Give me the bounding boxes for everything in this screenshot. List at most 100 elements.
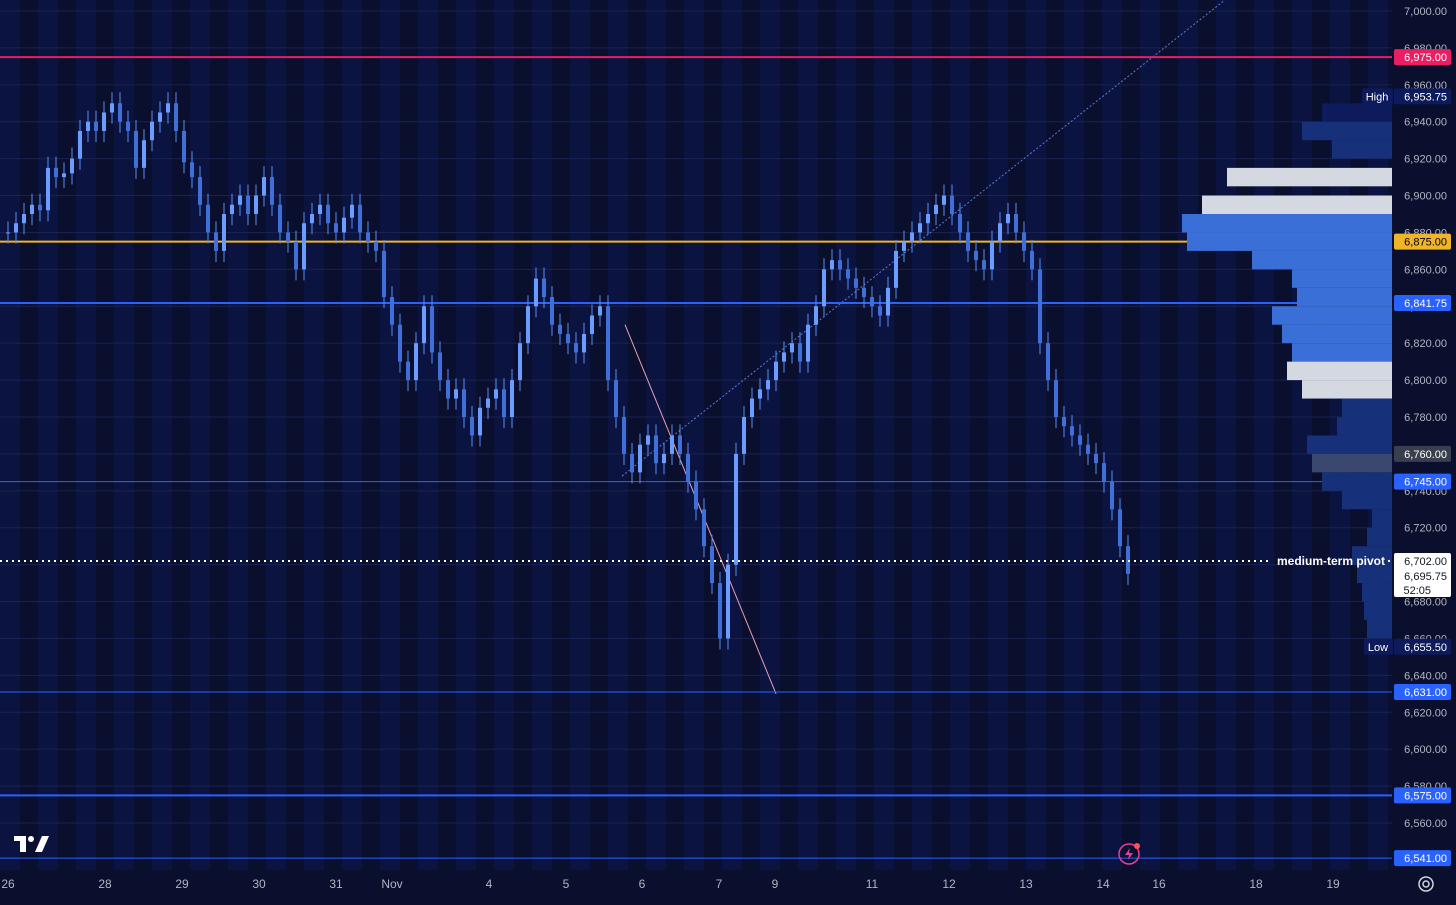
- candle-body: [70, 158, 74, 174]
- candle-body: [550, 297, 554, 325]
- session-band: [1254, 0, 1274, 870]
- candle-body: [598, 306, 602, 316]
- candle-body: [430, 306, 434, 353]
- candle-body: [518, 343, 522, 381]
- candle-body: [1014, 214, 1018, 233]
- candle-body: [582, 333, 586, 353]
- volume-profile-bar: [1227, 167, 1392, 187]
- candle-body: [998, 223, 1002, 242]
- candle-body: [902, 241, 906, 251]
- session-band: [532, 0, 552, 870]
- candle-body: [638, 444, 642, 473]
- candle-body: [726, 564, 730, 639]
- candle-body: [166, 103, 170, 113]
- candle-body: [662, 453, 666, 464]
- candle-body: [1006, 214, 1010, 224]
- trendline-down: [624, 324, 777, 695]
- volume-profile-bar: [1337, 417, 1392, 436]
- candle-body: [806, 324, 810, 362]
- candle-body: [158, 112, 162, 122]
- candle-body: [326, 204, 330, 224]
- session-band: [494, 0, 514, 870]
- price-level-label-bg: [1394, 295, 1451, 312]
- volume-profile-bar: [1187, 232, 1392, 251]
- candle-body: [238, 195, 242, 205]
- candle-body: [190, 162, 194, 178]
- volume-profile-bar: [1364, 601, 1392, 620]
- session-band: [380, 0, 400, 870]
- candle-body: [350, 204, 354, 218]
- session-band: [172, 0, 190, 870]
- candle-body: [590, 315, 594, 334]
- price-level-label: 6,745.00: [1404, 477, 1447, 489]
- candle-body: [118, 103, 122, 122]
- candle-body: [798, 343, 802, 362]
- time-axis[interactable]: [0, 870, 1456, 900]
- candle-body: [678, 435, 682, 454]
- high-value-label-bg: [1394, 88, 1451, 105]
- price-tick-label: 6,820.00: [1404, 338, 1447, 350]
- session-band: [1216, 0, 1236, 870]
- candle-body: [1110, 481, 1114, 510]
- high-value-label: 6,953.75: [1404, 91, 1447, 103]
- session-band: [742, 0, 760, 870]
- lightning-icon[interactable]: [1117, 842, 1141, 866]
- candle-body: [254, 195, 258, 214]
- volume-profile-bar: [1357, 564, 1392, 584]
- candle-body: [790, 343, 794, 353]
- candle-body: [102, 112, 106, 131]
- time-tick-label: 29: [175, 877, 189, 891]
- candle-body: [446, 380, 450, 399]
- candle-body: [286, 232, 290, 242]
- volume-profile-bar: [1307, 435, 1392, 454]
- session-band: [438, 0, 456, 870]
- price-axis[interactable]: [1392, 0, 1456, 870]
- candle-body: [1078, 435, 1082, 445]
- session-band: [836, 0, 856, 870]
- candle-body: [646, 435, 650, 445]
- low-tag: Low: [1368, 642, 1388, 654]
- candle-body: [630, 453, 634, 473]
- candle-body: [894, 250, 898, 288]
- price-level-label: 6,875.00: [1404, 237, 1447, 249]
- time-tick-label: 6: [639, 877, 646, 891]
- candle-body: [654, 435, 658, 464]
- session-band: [0, 0, 20, 870]
- candle-body: [614, 380, 618, 417]
- candle-body: [878, 306, 882, 316]
- candle-body: [814, 306, 818, 325]
- candle-body: [774, 361, 778, 381]
- candle-body: [46, 167, 50, 211]
- price-level-label-bg: [1394, 683, 1451, 700]
- candle-body: [1094, 453, 1098, 464]
- session-band: [912, 0, 932, 870]
- session-band: [988, 0, 1008, 870]
- candle-body: [246, 195, 250, 214]
- candle-body: [574, 343, 578, 353]
- candle-body: [1102, 463, 1106, 482]
- session-band: [266, 0, 286, 870]
- candle-body: [694, 481, 698, 510]
- price-tick-label: 6,800.00: [1404, 375, 1447, 387]
- price-level-label-bg: [1394, 850, 1451, 867]
- candle-body: [1086, 444, 1090, 454]
- session-band: [324, 0, 342, 870]
- gear-icon[interactable]: [1414, 872, 1438, 896]
- volume-profile-bar: [1372, 509, 1392, 528]
- price-level-label-bg: [1394, 473, 1451, 490]
- session-band: [932, 0, 950, 870]
- candle-body: [230, 204, 234, 214]
- low-value-label: 6,655.50: [1404, 642, 1447, 654]
- session-band: [1140, 0, 1160, 870]
- current-price-box: [1394, 552, 1451, 597]
- candle-body: [134, 130, 138, 168]
- candle-body: [558, 324, 562, 334]
- session-band: [818, 0, 836, 870]
- candle-body: [974, 250, 978, 261]
- candle-body: [870, 297, 874, 307]
- session-band: [456, 0, 476, 870]
- volume-profile-bar: [1322, 472, 1392, 491]
- price-level-label: 6,575.00: [1404, 790, 1447, 802]
